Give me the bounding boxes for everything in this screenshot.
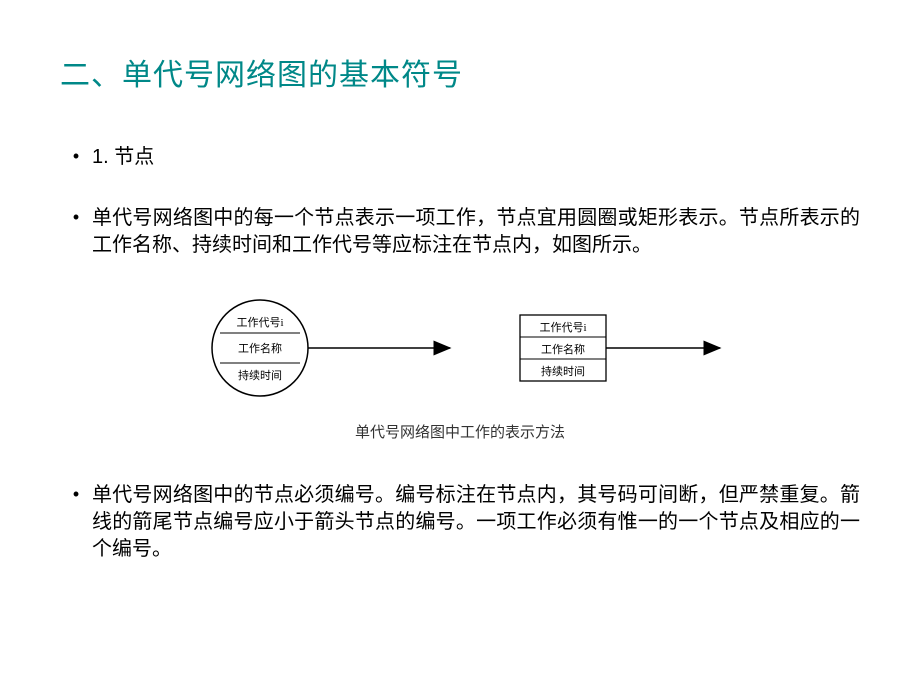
bullet-text-3: 单代号网络图中的节点必须编号。编号标注在节点内，其号码可间断，但严禁重复。箭线的… — [92, 482, 860, 563]
rect-row2-label: 工作名称 — [541, 342, 585, 356]
circle-row1-label: 工作代号i — [236, 316, 283, 329]
bullet-text-1: 1. 节点 — [92, 144, 860, 171]
rect-row1-label: 工作代号i — [539, 321, 586, 334]
rect-row3-label: 持续时间 — [541, 364, 585, 378]
bullet-item: • 1. 节点 — [60, 144, 860, 171]
page-title: 二、单代号网络图的基本符号 — [60, 50, 860, 94]
bullet-marker: • — [60, 144, 92, 171]
bullet-marker: • — [60, 205, 92, 259]
bullet-text-2: 单代号网络图中的每一个节点表示一项工作，节点宜用圆圈或矩形表示。节点所表示的工作… — [92, 205, 860, 259]
bullet-item: • 单代号网络图中的节点必须编号。编号标注在节点内，其号码可间断，但严禁重复。箭… — [60, 482, 860, 563]
circle-row3-label: 持续时间 — [238, 368, 282, 382]
node-symbols-diagram: 工作代号i 工作名称 持续时间 工作代号i 工作名称 持续时间 — [180, 293, 740, 413]
diagram-container: 工作代号i 工作名称 持续时间 工作代号i 工作名称 持续时间 单代号网络图中工… — [60, 293, 860, 442]
diagram-caption: 单代号网络图中工作的表示方法 — [180, 421, 740, 442]
circle-row2-label: 工作名称 — [238, 341, 282, 355]
bullet-item: • 单代号网络图中的每一个节点表示一项工作，节点宜用圆圈或矩形表示。节点所表示的… — [60, 205, 860, 259]
bullet-marker: • — [60, 482, 92, 563]
